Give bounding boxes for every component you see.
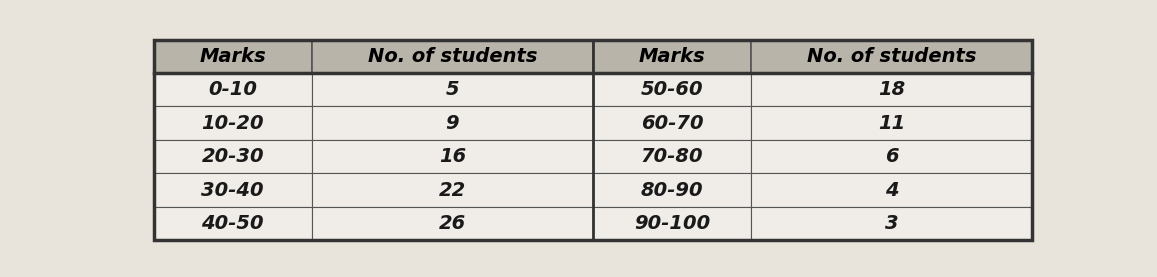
Bar [592,173,751,207]
Text: 22: 22 [439,181,466,199]
Text: 10-20: 10-20 [201,114,264,133]
Bar [311,140,592,173]
Text: 18: 18 [878,80,906,99]
Text: 0-10: 0-10 [208,80,257,99]
Text: 6: 6 [885,147,899,166]
Bar [154,140,311,173]
Text: Marks: Marks [199,47,266,66]
Bar [311,106,592,140]
Text: 11: 11 [878,114,906,133]
Bar [592,140,751,173]
Text: 5: 5 [445,80,459,99]
Text: 26: 26 [439,214,466,233]
Text: 70-80: 70-80 [641,147,703,166]
Bar [751,140,1032,173]
Bar [154,106,311,140]
Bar [751,40,1032,73]
Bar [154,73,311,106]
Bar [751,106,1032,140]
Bar [311,173,592,207]
Bar [311,40,592,73]
Bar [751,207,1032,240]
Bar [592,73,751,106]
Bar [154,40,311,73]
Bar [751,73,1032,106]
Bar [311,207,592,240]
Bar [154,207,311,240]
Text: 4: 4 [885,181,899,199]
Bar [154,173,311,207]
Text: 3: 3 [885,214,899,233]
Text: 20-30: 20-30 [201,147,264,166]
Text: 60-70: 60-70 [641,114,703,133]
Text: Marks: Marks [639,47,706,66]
Bar [592,106,751,140]
Text: No. of students: No. of students [806,47,977,66]
Text: 9: 9 [445,114,459,133]
Text: 50-60: 50-60 [641,80,703,99]
Text: No. of students: No. of students [368,47,537,66]
Bar [311,73,592,106]
Bar [751,173,1032,207]
Text: 90-100: 90-100 [634,214,710,233]
Text: 30-40: 30-40 [201,181,264,199]
Text: 40-50: 40-50 [201,214,264,233]
Text: 16: 16 [439,147,466,166]
Bar [592,40,751,73]
Bar [592,207,751,240]
Text: 80-90: 80-90 [641,181,703,199]
